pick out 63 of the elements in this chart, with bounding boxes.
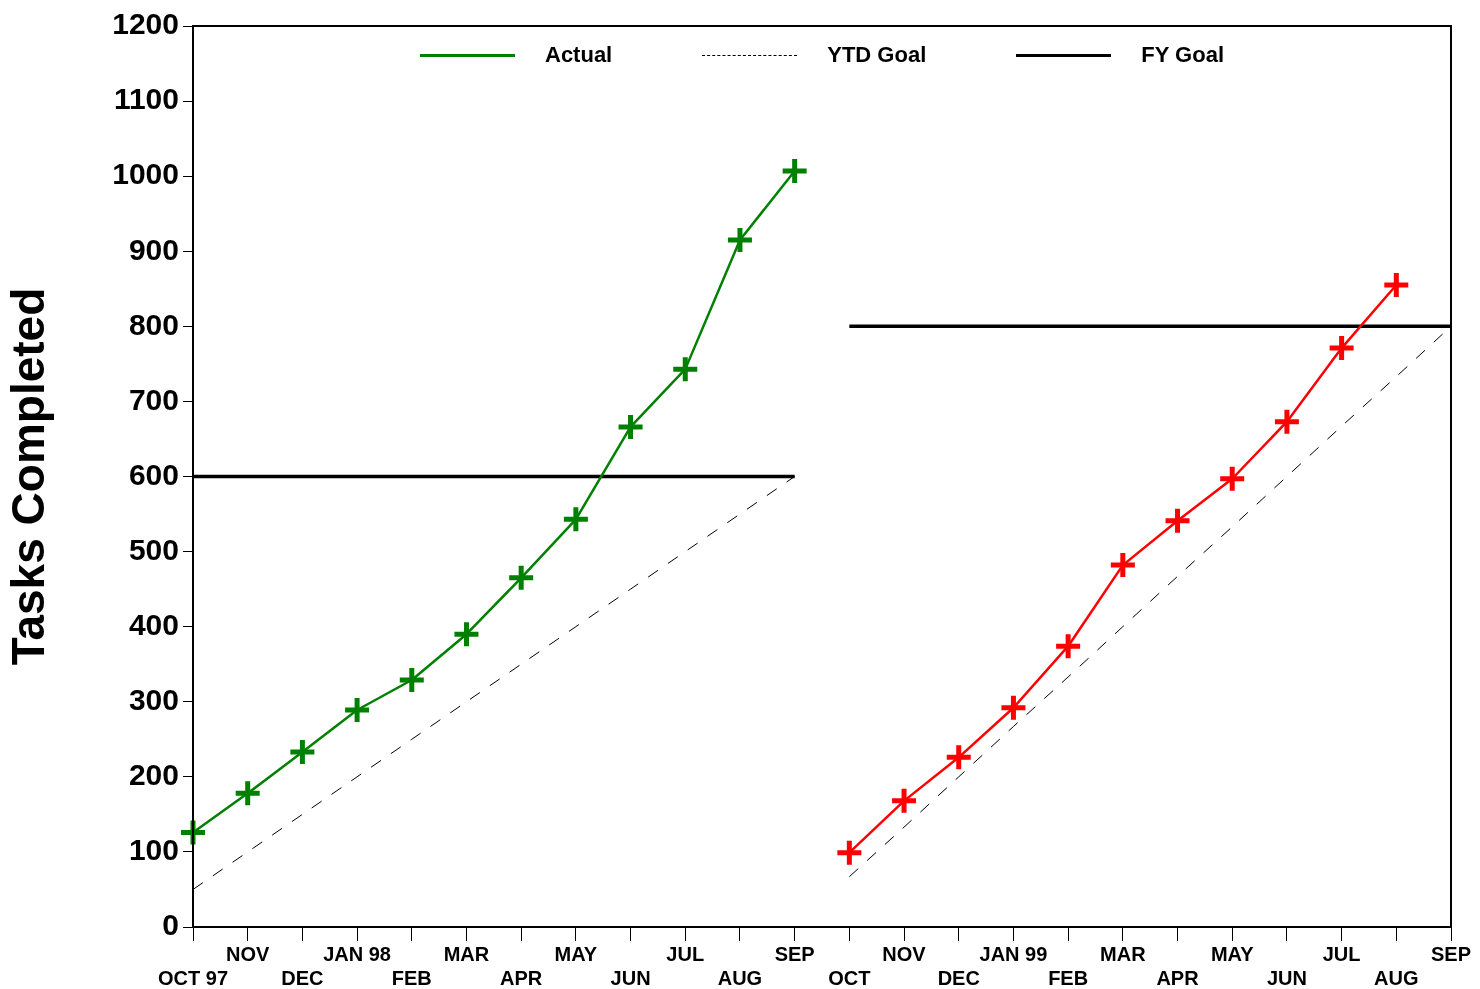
point [1274,409,1299,434]
y-axis-title: Tasks Completed [2,287,55,666]
y-tick-label: 800 [128,307,179,341]
x-tick-label: AUG [1374,966,1419,989]
point [782,158,807,183]
point [399,667,424,692]
legend-label: FY Goal [1141,42,1224,68]
x-tick-label: SEP [774,942,815,965]
x-tick-label: NOV [882,942,927,965]
x-tick-label: FEB [391,966,432,989]
x-tick-label: APR [500,966,543,989]
point [509,565,534,590]
x-tick-label: JAN 98 [323,942,391,965]
y-tick-label: 1000 [112,157,179,191]
point [563,507,588,532]
point [837,840,862,865]
y-tick-label: 200 [128,758,179,792]
y-tick-label: 1100 [113,82,179,116]
y-tick-label: 100 [128,833,179,867]
x-tick-label: MAY [1210,942,1255,965]
point [1329,336,1354,361]
y-tick-label: 0 [162,908,179,942]
y-tick-label: 500 [128,532,179,566]
point [673,357,698,382]
x-tick-label: MAR [1100,942,1147,965]
point [1110,553,1135,578]
point [1165,508,1190,533]
x-tick-label: JAN 99 [979,942,1048,965]
x-tick-label: SEP [1430,942,1472,965]
point [1384,273,1409,298]
x-tick-label: JUN [610,966,651,989]
x-tick-label: JUL [666,942,705,965]
x-tick-label: JUL [1322,942,1361,965]
point [727,227,752,252]
x-tick-label: FEB [1048,966,1089,989]
x-tick-label: MAR [443,942,490,965]
point [1056,634,1081,659]
point [946,745,971,770]
x-tick-label: OCT [828,966,871,989]
point [1220,466,1245,491]
x-tick-label: NOV [226,942,271,965]
point [618,414,643,439]
x-tick-label: AUG [717,966,763,989]
y-tick-label: 900 [128,232,179,266]
x-tick-label: OCT 97 [157,966,229,989]
point [892,788,917,813]
x-tick-label: DEC [281,966,324,989]
x-tick-label: DEC [937,966,980,989]
y-tick-label: 400 [128,607,179,641]
point [454,622,479,647]
point [1001,695,1026,720]
y-tick-label: 1200 [112,7,179,41]
y-tick-label: 600 [128,457,179,491]
point [345,698,370,723]
x-tick-label: APR [1156,966,1200,989]
point [235,781,260,806]
legend-label: YTD Goal [827,42,927,68]
y-tick-label: 300 [128,683,179,717]
point [290,740,315,765]
x-tick-label: MAY [554,942,598,965]
legend-label: Actual [545,42,613,68]
y-tick-label: 700 [128,382,179,416]
x-tick-label: JUN [1266,966,1307,989]
